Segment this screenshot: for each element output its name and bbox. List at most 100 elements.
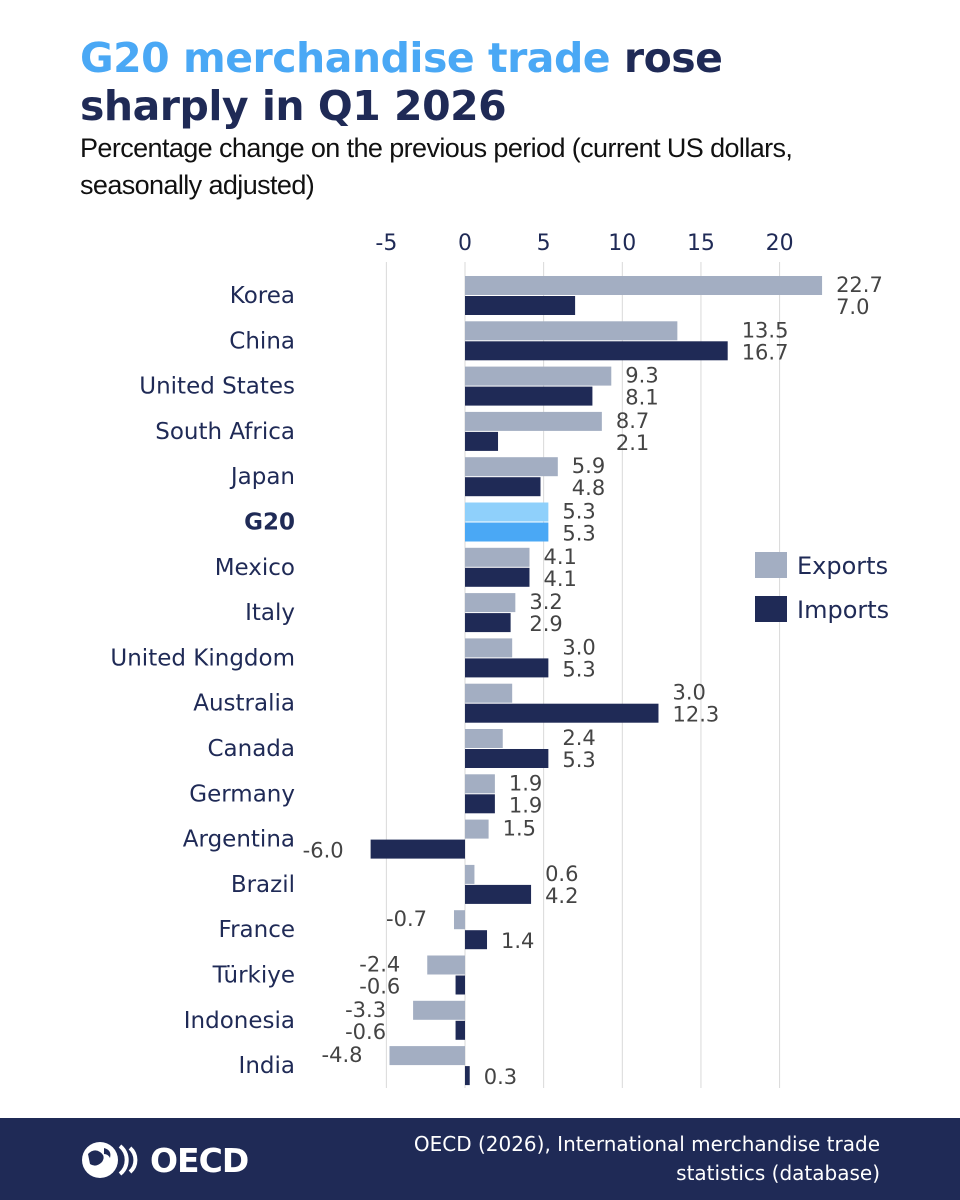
value-label-imports: 4.2 [545, 884, 578, 908]
chart-title-highlight: G20 merchandise trade [80, 34, 611, 82]
category-label: Korea [230, 283, 295, 309]
value-label-exports: 1.5 [503, 817, 536, 841]
bar-exports [465, 729, 503, 748]
value-label-exports: 5.9 [572, 454, 605, 478]
chart-subtitle: Percentage change on the previous period… [80, 133, 793, 200]
value-label-exports: 22.7 [836, 273, 883, 297]
value-label-exports: -4.8 [322, 1043, 363, 1067]
oecd-globe-icon [82, 1142, 138, 1178]
bar-exports [465, 366, 612, 386]
value-label-imports: 1.9 [509, 793, 542, 817]
value-label-exports: 4.1 [543, 545, 576, 569]
x-tick-label: 0 [458, 231, 472, 256]
value-label-imports: 0.3 [484, 1065, 517, 1089]
value-label-imports: 7.0 [836, 295, 869, 319]
legend-swatch [755, 552, 787, 578]
legend: Exports Imports [755, 552, 889, 624]
category-label: United Kingdom [110, 645, 295, 671]
bar-exports [389, 1046, 465, 1066]
source-note: OECD (2026), International merchandise t… [413, 1132, 880, 1185]
value-label-imports: 4.8 [572, 476, 605, 500]
bar-imports [455, 975, 465, 995]
bar-exports [465, 864, 475, 884]
category-label: India [239, 1053, 295, 1079]
bar-imports [465, 296, 576, 315]
bar-exports [465, 457, 558, 477]
bar-imports [465, 703, 659, 723]
oecd-logo-text: OECD [150, 1140, 249, 1180]
bar-imports [465, 522, 549, 542]
bar-chart: -5 0 5 10 15 20 Korea China United States South … [110, 231, 889, 1089]
category-label: Australia [193, 691, 295, 717]
category-label: China [229, 328, 295, 354]
bar-imports [465, 613, 511, 633]
category-label: Germany [189, 781, 295, 807]
bar-imports [465, 930, 488, 950]
bar-exports [465, 593, 516, 613]
bar-imports [370, 839, 465, 859]
bar-exports [427, 955, 465, 975]
category-label: Türkiye [212, 963, 295, 989]
value-label-exports: 3.0 [562, 635, 595, 659]
value-label-imports: -0.6 [359, 975, 400, 999]
value-label-imports: 5.3 [562, 522, 595, 546]
x-tick-label: 15 [687, 231, 715, 256]
category-labels: Korea China United States South Africa Japan… [110, 283, 295, 1079]
value-label-imports: 2.9 [529, 612, 562, 636]
value-label-exports: 8.7 [616, 409, 649, 433]
bar-imports [465, 749, 549, 768]
bar-imports [455, 1020, 465, 1040]
category-label: Indonesia [184, 1008, 295, 1034]
category-label: France [219, 917, 295, 943]
bar-exports [465, 547, 530, 567]
value-label-exports: -3.3 [345, 998, 386, 1022]
value-label-imports: 16.7 [742, 340, 789, 364]
value-label-imports: 1.4 [501, 929, 534, 953]
bar-exports [465, 774, 495, 794]
legend-label: Imports [797, 596, 889, 624]
value-label-imports: 5.3 [562, 748, 595, 772]
bar-exports [453, 910, 465, 930]
category-label: Mexico [215, 555, 295, 581]
x-axis-ticks: -5 0 5 10 15 20 [375, 231, 793, 256]
bar-exports [413, 1000, 465, 1020]
value-label-imports: 2.1 [616, 431, 649, 455]
x-tick-label: 20 [766, 231, 794, 256]
bar-imports [465, 567, 530, 587]
bars [370, 276, 823, 1086]
bar-exports [465, 276, 823, 295]
value-label-exports: -2.4 [359, 953, 400, 977]
value-label-exports: 5.3 [562, 500, 595, 524]
x-tick-label: -5 [375, 231, 397, 256]
value-label-imports: 4.1 [543, 567, 576, 591]
bar-exports [465, 819, 489, 839]
value-label-imports: -0.6 [345, 1020, 386, 1044]
chart-title-rest: rose sharply in Q1 2026 [80, 34, 723, 130]
category-label: Canada [207, 736, 295, 762]
bar-imports [465, 341, 728, 361]
category-label: Japan [229, 464, 295, 490]
category-label: Brazil [231, 872, 295, 898]
bar-imports [465, 386, 593, 406]
legend-swatch [755, 596, 787, 622]
value-label-exports: 9.3 [625, 364, 658, 388]
oecd-logo: OECD [80, 1140, 249, 1180]
category-label: G20 [244, 510, 295, 536]
bar-exports [465, 321, 678, 341]
footer: OECD OECD (2026), International merchand… [0, 1118, 960, 1200]
legend-label: Exports [797, 552, 888, 580]
value-label-imports: 5.3 [562, 657, 595, 681]
chart-title: G20 merchandise trade rose sharply in Q1… [80, 34, 900, 130]
value-label-imports: 12.3 [672, 703, 719, 727]
value-label-exports: 13.5 [742, 318, 789, 342]
category-label: Argentina [183, 827, 295, 853]
category-label: South Africa [155, 419, 295, 445]
bar-imports [465, 658, 549, 678]
bar-imports [465, 1066, 470, 1086]
value-label-exports: 2.4 [562, 726, 595, 750]
value-label-exports: -0.7 [386, 907, 427, 931]
bar-exports [465, 502, 549, 522]
category-label: Italy [245, 600, 295, 626]
x-tick-label: 10 [608, 231, 636, 256]
x-tick-label: 5 [537, 231, 551, 256]
